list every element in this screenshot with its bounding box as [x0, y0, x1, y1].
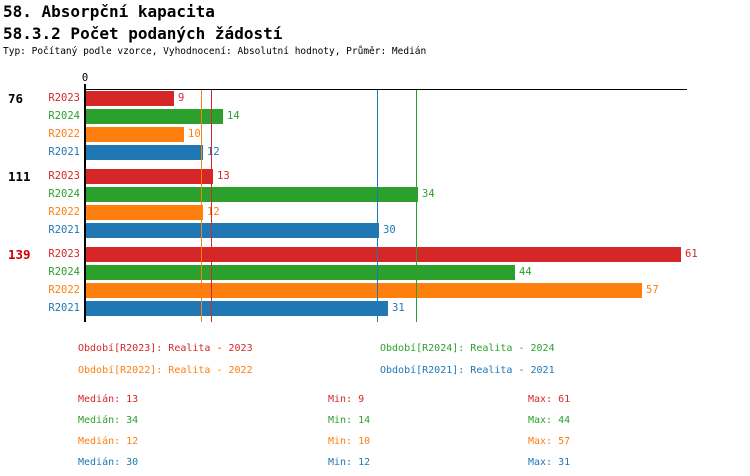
- bar-value-label: 10: [188, 128, 201, 140]
- stat-max: Max: 57: [528, 436, 571, 447]
- bar-value-label: 57: [646, 284, 659, 296]
- legend-item: Období[R2022]: Realita - 2022: [78, 365, 253, 376]
- x-axis-zero-tick-label: 0: [81, 72, 89, 84]
- median-line: [211, 90, 212, 322]
- bar-value-label: 31: [392, 302, 405, 314]
- stat-median: Medián: 13: [78, 394, 139, 405]
- page-title: 58. Absorpční kapacita: [3, 2, 215, 21]
- bar-series-label: R2021: [48, 224, 80, 236]
- median-line: [377, 90, 378, 322]
- bar: [86, 301, 388, 316]
- stat-max: Max: 61: [528, 394, 571, 405]
- bar: [86, 265, 515, 280]
- legend-item: Období[R2023]: Realita - 2023: [78, 343, 253, 354]
- legend-item: Období[R2021]: Realita - 2021: [380, 365, 555, 376]
- bar: [86, 187, 418, 202]
- bar-value-label: 12: [207, 206, 220, 218]
- bar-value-label: 13: [217, 170, 230, 182]
- bar-series-label: R2021: [48, 146, 80, 158]
- bar-series-label: R2022: [48, 284, 80, 296]
- bar-value-label: 12: [207, 146, 220, 158]
- bar-series-label: R2023: [48, 248, 80, 260]
- bar: [86, 169, 213, 184]
- bar-value-label: 30: [383, 224, 396, 236]
- bar-series-label: R2022: [48, 128, 80, 140]
- bar: [86, 223, 379, 238]
- bar-value-label: 61: [685, 248, 698, 260]
- y-axis-line: [84, 84, 86, 322]
- bar: [86, 109, 223, 124]
- stat-min: Min: 9: [328, 394, 365, 405]
- page-subtitle: 58.3.2 Počet podaných žádostí: [3, 24, 283, 43]
- x-axis-line: [84, 89, 687, 90]
- bar-series-label: R2024: [48, 266, 80, 278]
- bar-value-label: 34: [422, 188, 435, 200]
- group-label: 111: [8, 169, 31, 184]
- bar-value-label: 44: [519, 266, 532, 278]
- legend-item: Období[R2024]: Realita - 2024: [380, 343, 555, 354]
- stat-median: Medián: 12: [78, 436, 139, 447]
- bar-series-label: R2024: [48, 110, 80, 122]
- bar: [86, 127, 184, 142]
- group-label: 76: [8, 91, 24, 106]
- bar-series-label: R2022: [48, 206, 80, 218]
- bar: [86, 205, 203, 220]
- bar: [86, 247, 681, 262]
- bar-series-label: R2021: [48, 302, 80, 314]
- stat-median: Medián: 34: [78, 415, 139, 426]
- stat-max: Max: 44: [528, 415, 571, 426]
- bar-series-label: R2024: [48, 188, 80, 200]
- bar-value-label: 14: [227, 110, 240, 122]
- median-line: [416, 90, 417, 322]
- bar-value-label: 9: [178, 92, 185, 104]
- median-line: [201, 90, 202, 322]
- bar: [86, 283, 642, 298]
- stat-median: Medián: 30: [78, 457, 139, 468]
- stat-min: Min: 14: [328, 415, 371, 426]
- bar: [86, 91, 174, 106]
- bar: [86, 145, 203, 160]
- stat-min: Min: 12: [328, 457, 371, 468]
- stat-max: Max: 31: [528, 457, 571, 468]
- bar-series-label: R2023: [48, 92, 80, 104]
- chart-meta-line: Typ: Počítaný podle vzorce, Vyhodnocení:…: [3, 46, 427, 57]
- bar-series-label: R2023: [48, 170, 80, 182]
- group-label: 139: [8, 247, 31, 262]
- stat-min: Min: 10: [328, 436, 371, 447]
